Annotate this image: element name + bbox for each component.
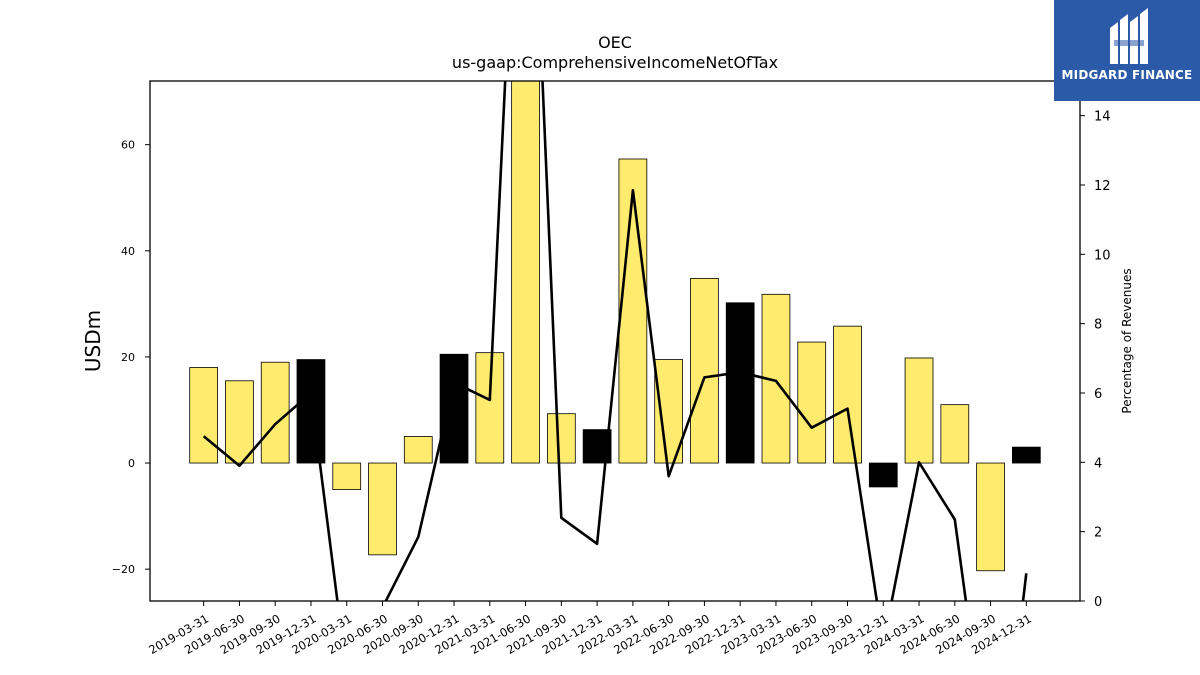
bar [868, 462, 898, 488]
plot-frame [149, 80, 1081, 602]
y-tick-label: 60 [121, 139, 135, 152]
bar [725, 302, 755, 464]
bar [940, 404, 970, 464]
y-tick-label: 20 [121, 351, 135, 364]
bar [833, 325, 862, 464]
chart-subtitle: us-gaap:ComprehensiveIncomeNetOfTax [451, 53, 779, 72]
y2-tick-label: 14 [1094, 110, 1111, 125]
bar [475, 352, 505, 464]
y-tick-label: −20 [112, 563, 135, 576]
chart-title: OEC [598, 33, 632, 52]
logo-text: MIDGARD FINANCE [1061, 68, 1193, 82]
series-line [202, 81, 1028, 601]
y2-tick-label: 6 [1094, 387, 1102, 402]
bar [225, 380, 254, 464]
y2-tick-label: 10 [1094, 248, 1111, 263]
y2-tick-label: 0 [1094, 595, 1102, 610]
bar [797, 341, 827, 464]
bar [332, 462, 362, 490]
bar [904, 357, 934, 464]
bar [976, 462, 1005, 572]
bar [296, 359, 326, 464]
bar [189, 367, 219, 464]
bar [368, 462, 397, 556]
y2-tick-label: 4 [1094, 456, 1102, 471]
y2-tick-label: 2 [1094, 526, 1102, 541]
bar [403, 436, 433, 464]
bar [260, 361, 290, 464]
y2-axis-label: Percentage of Revenues [1120, 268, 1134, 413]
logo-mark-icon [1110, 8, 1148, 64]
bar [511, 81, 540, 464]
bar [1011, 446, 1041, 464]
y-tick-label: 40 [121, 245, 135, 258]
y2-tick-label: 12 [1094, 179, 1111, 194]
bar [546, 413, 576, 464]
y-axis-label: USDm [81, 310, 105, 372]
bar [439, 353, 469, 464]
bar [618, 158, 648, 464]
brand-logo: MIDGARD FINANCE [1054, 0, 1200, 101]
y2-tick-label: 8 [1094, 318, 1102, 333]
y-tick-label: 0 [128, 457, 135, 470]
bar [690, 277, 719, 464]
